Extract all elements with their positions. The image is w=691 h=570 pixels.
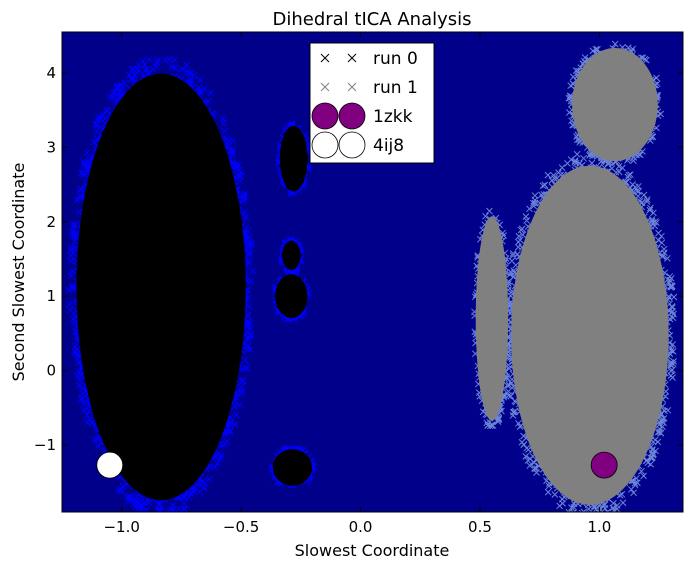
x-axis-label: Slowest Coordinate <box>295 541 450 560</box>
data-point <box>590 451 618 479</box>
series-4ij8 <box>96 451 124 479</box>
legend-label: run 1 <box>373 78 418 98</box>
series-run-1 <box>471 40 678 512</box>
x-tick-label: 0.5 <box>468 518 492 536</box>
legend-marker <box>338 102 366 130</box>
legend-item-1zkk: 1zkk <box>311 102 413 130</box>
chart-title: Dihedral tICA Analysis <box>272 9 471 30</box>
data-layer <box>65 40 678 512</box>
legend-item-4ij8: 4ij8 <box>311 131 404 159</box>
data-cluster <box>272 449 313 486</box>
data-cluster <box>475 216 509 421</box>
series-1zkk <box>590 451 618 479</box>
legend-label: 1zkk <box>373 107 413 127</box>
legend-marker <box>338 131 366 159</box>
data-cluster <box>279 125 308 192</box>
data-cluster <box>275 274 308 319</box>
legend-marker <box>320 53 330 63</box>
legend-label: run 0 <box>373 49 418 69</box>
legend-marker <box>347 53 357 63</box>
data-point <box>96 451 124 479</box>
x-tick-label: 1.0 <box>587 518 611 536</box>
data-cluster <box>511 165 669 505</box>
legend-item-run-1: run 1 <box>320 78 418 98</box>
plot-frame <box>61 31 684 513</box>
y-axis-label: Second Slowest Coordinate <box>9 163 28 382</box>
x-tick-label: −0.5 <box>223 518 259 536</box>
legend: run 0 run 1 1zkk 4ij8 <box>309 42 435 164</box>
data-cluster <box>572 48 658 162</box>
legend-marker <box>311 131 339 159</box>
legend-marker <box>311 102 339 130</box>
y-axis-ticks: −1 0 1 2 3 4 <box>34 64 683 454</box>
data-cluster <box>282 240 301 270</box>
y-tick-label: 2 <box>46 213 56 231</box>
y-tick-label: 1 <box>46 287 56 305</box>
y-tick-label: 0 <box>46 362 56 380</box>
data-cluster <box>76 73 246 501</box>
series-run-0 <box>65 55 317 512</box>
y-tick-label: −1 <box>34 436 56 454</box>
y-tick-label: 4 <box>46 64 56 82</box>
legend-marker <box>320 82 330 92</box>
legend-item-run-0: run 0 <box>320 49 418 69</box>
legend-marker <box>347 82 357 92</box>
x-tick-label: 0.0 <box>349 518 373 536</box>
y-tick-label: 3 <box>46 138 56 156</box>
x-tick-label: −1.0 <box>103 518 139 536</box>
x-axis-ticks: −1.0 −0.5 0.0 0.5 1.0 <box>103 32 611 536</box>
legend-label: 4ij8 <box>373 136 404 156</box>
